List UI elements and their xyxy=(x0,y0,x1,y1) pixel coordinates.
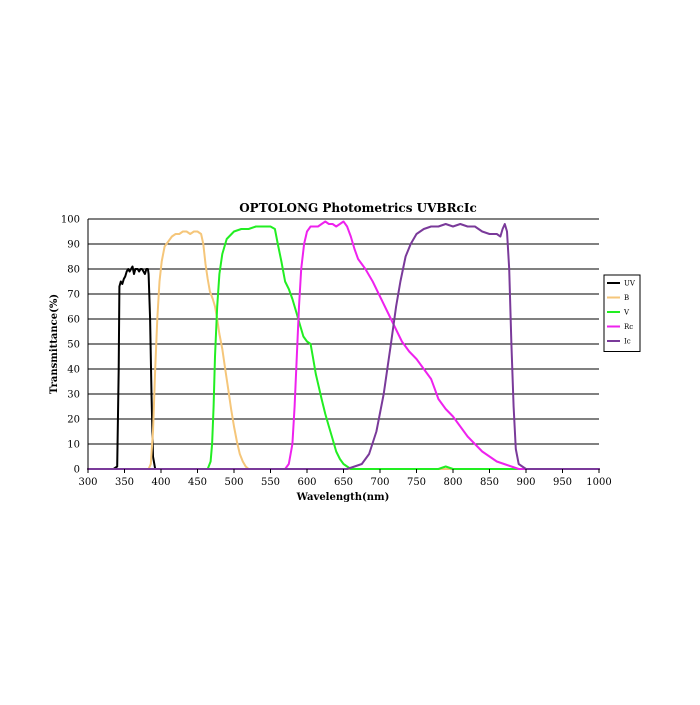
x-tick-label: 400 xyxy=(151,477,170,488)
y-tick-label: 50 xyxy=(67,340,80,351)
legend-label-ic: Ic xyxy=(624,338,631,346)
series-line-uv xyxy=(87,265,600,470)
series-line-b xyxy=(87,230,600,470)
legend-label-rc: Rc xyxy=(624,323,633,331)
series-line-v xyxy=(87,225,600,470)
y-tick-label: 30 xyxy=(67,390,80,401)
y-axis-title: Transmittance(%) xyxy=(49,294,60,394)
y-tick-label: 80 xyxy=(67,265,80,276)
series-line-ic xyxy=(87,223,600,470)
x-tick-label: 350 xyxy=(115,477,134,488)
x-tick-label: 450 xyxy=(188,477,207,488)
series-line-rc xyxy=(87,220,600,470)
x-tick-label: 850 xyxy=(480,477,499,488)
legend-box xyxy=(603,274,641,352)
y-tick-label: 0 xyxy=(74,465,80,476)
x-axis-title: Wavelength(nm) xyxy=(296,492,390,503)
x-tick-label: 650 xyxy=(334,477,353,488)
x-tick-label: 300 xyxy=(78,477,97,488)
axes xyxy=(87,219,600,473)
legend-label-b: B xyxy=(624,294,629,302)
series-lines xyxy=(87,220,600,470)
legend: UV BV Rc Ic xyxy=(603,274,641,352)
y-tick-label: 90 xyxy=(67,240,80,251)
x-tick-label: 750 xyxy=(407,477,426,488)
y-tick-label: 70 xyxy=(67,290,80,301)
x-tick-label: 700 xyxy=(370,477,389,488)
tick-labels: 0 10 20 30 40 50 60 70 80 90 100 300 350 400 450 500 550… xyxy=(61,215,612,489)
legend-label-v: V xyxy=(623,309,630,317)
grid-lines xyxy=(88,218,599,470)
x-tick-label: 900 xyxy=(516,477,535,488)
chart-title: OPTOLONG Photometrics UVBRcIc xyxy=(239,201,477,215)
x-tick-label: 500 xyxy=(224,477,243,488)
x-tick-label: 550 xyxy=(261,477,280,488)
y-tick-label: 60 xyxy=(67,315,80,326)
x-tick-label: 1000 xyxy=(586,477,611,488)
x-tick-label: 800 xyxy=(443,477,462,488)
x-tick-label: 950 xyxy=(553,477,572,488)
y-tick-label: 100 xyxy=(61,215,80,226)
y-tick-label: 10 xyxy=(67,440,80,451)
y-tick-label: 40 xyxy=(67,365,80,376)
legend-label-uv: UV xyxy=(624,280,636,288)
x-tick-label: 600 xyxy=(297,477,316,488)
y-tick-label: 20 xyxy=(67,415,80,426)
